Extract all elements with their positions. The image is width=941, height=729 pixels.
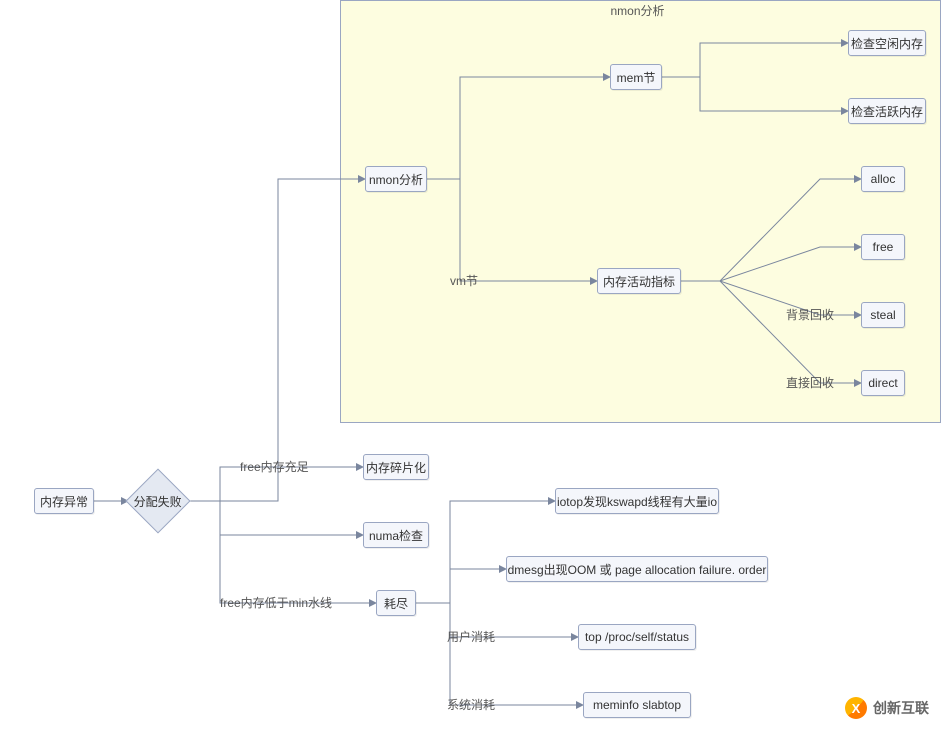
edge-label-6: vm节 xyxy=(450,272,478,289)
edge-alloc_fail-exhaust xyxy=(174,501,376,603)
node-direct: direct xyxy=(861,370,905,396)
node-free: free xyxy=(861,234,905,260)
edge-label-15: 用户消耗 xyxy=(447,628,495,645)
node-alloc: alloc xyxy=(861,166,905,192)
node-slabtop: meminfo slabtop xyxy=(583,692,691,718)
region-label: nmon分析 xyxy=(611,2,665,19)
node-chk_act: 检查活跃内存 xyxy=(848,98,926,124)
node-frag: 内存碎片化 xyxy=(363,454,429,480)
edge-label-11: 背景回收 xyxy=(786,306,834,323)
node-iotop: iotop发现kswapd线程有大量io xyxy=(555,488,719,514)
edge-exhaust-iotop xyxy=(416,501,555,603)
node-mem_act: 内存活动指标 xyxy=(597,268,681,294)
edge-exhaust-slabtop xyxy=(416,603,583,705)
edge-exhaust-top xyxy=(416,603,578,637)
edge-alloc_fail-numa xyxy=(174,501,363,535)
node-exhaust: 耗尽 xyxy=(376,590,416,616)
node-label: 分配失败 xyxy=(134,493,182,510)
edge-label-4: free内存低于min水线 xyxy=(220,594,332,611)
edge-label-12: 直接回收 xyxy=(786,374,834,391)
edge-label-2: free内存充足 xyxy=(240,458,309,475)
node-chk_free: 检查空闲内存 xyxy=(848,30,926,56)
node-mem_sec: mem节 xyxy=(610,64,662,90)
logo-text: 创新互联 xyxy=(873,698,929,718)
edge-alloc_fail-nmon xyxy=(174,179,365,501)
node-steal: steal xyxy=(861,302,905,328)
node-alloc_fail: 分配失败 xyxy=(125,468,190,533)
node-nmon: nmon分析 xyxy=(365,166,427,192)
edge-label-16: 系统消耗 xyxy=(447,696,495,713)
diagram-canvas: nmon分析 内存异常 分配失败 nmon分析 mem节内存活动指标 检查空闲内存检查活… xyxy=(0,0,941,729)
edge-exhaust-dmesg xyxy=(416,569,506,603)
watermark-logo: X 创新互联 xyxy=(845,697,929,719)
node-mem_abn: 内存异常 xyxy=(34,488,94,514)
node-top: top /proc/self/status xyxy=(578,624,696,650)
logo-icon: X xyxy=(845,697,867,719)
node-numa: numa检查 xyxy=(363,522,429,548)
node-dmesg: dmesg出现OOM 或 page allocation failure. or… xyxy=(506,556,768,582)
